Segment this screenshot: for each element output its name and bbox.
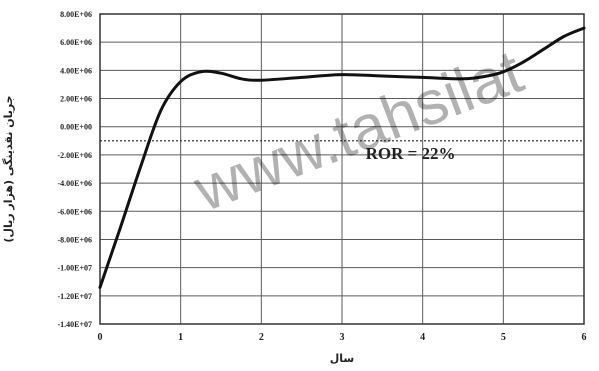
x-tick-label: 2 xyxy=(259,332,264,343)
annotations: ROR = 22% xyxy=(366,144,456,163)
y-tick-label: 4.00E+06 xyxy=(60,66,92,75)
x-tick-label: 6 xyxy=(582,332,587,343)
y-tick-label: -1.20E+07 xyxy=(57,292,92,301)
plot-border xyxy=(99,13,585,325)
x-tick-label: 5 xyxy=(501,332,506,343)
plot-frame xyxy=(99,13,585,325)
x-axis-label: سال xyxy=(330,352,355,365)
y-tick-label: -6.00E+06 xyxy=(57,207,92,216)
y-axis-label: جریان نقدینگی (هزار ریال) xyxy=(2,95,15,242)
x-tick-labels: 0 1 2 3 4 5 6 xyxy=(98,332,587,343)
y-tick-label: 6.00E+06 xyxy=(60,38,92,47)
series-line xyxy=(98,26,586,289)
y-tick-label: 8.00E+06 xyxy=(60,10,92,19)
y-tick-labels: 8.00E+06 6.00E+06 4.00E+06 2.00E+06 0.00E+00… xyxy=(57,10,92,329)
watermark-text: www.tahsilat xyxy=(184,37,531,225)
x-tick-label: 3 xyxy=(340,332,345,343)
ror-annotation: ROR = 22% xyxy=(366,144,456,163)
x-tick-label: 1 xyxy=(178,332,183,343)
y-tick-label: 0.00E+00 xyxy=(60,123,92,132)
y-tick-label: -1.00E+07 xyxy=(57,264,92,273)
y-tick-label: -1.40E+07 xyxy=(57,320,92,329)
x-tick-label: 4 xyxy=(420,332,425,343)
y-tick-label: 2.00E+06 xyxy=(60,95,92,104)
y-tick-label: -4.00E+06 xyxy=(57,179,92,188)
y-tick-label: -2.00E+06 xyxy=(57,151,92,160)
x-tick-label: 0 xyxy=(98,332,103,343)
y-tick-label: -8.00E+06 xyxy=(57,235,92,244)
